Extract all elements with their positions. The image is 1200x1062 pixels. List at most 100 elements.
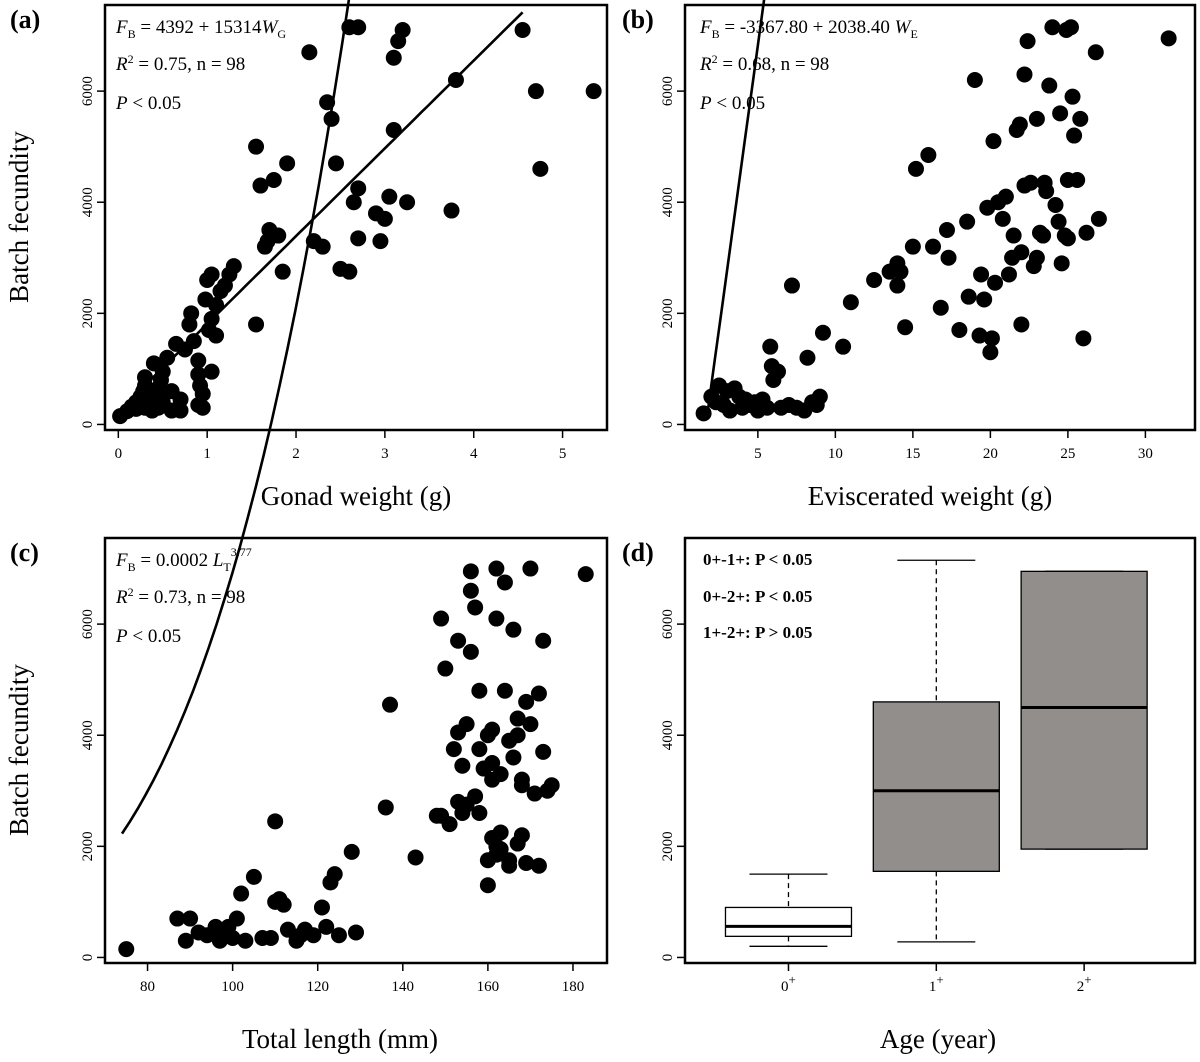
data-point bbox=[973, 266, 990, 283]
data-point bbox=[182, 910, 199, 927]
data-point bbox=[458, 716, 475, 733]
data-point bbox=[505, 621, 522, 638]
data-point bbox=[1011, 116, 1028, 133]
data-point bbox=[270, 227, 287, 244]
eq-c-body: = 0.0002 bbox=[136, 550, 213, 571]
iqr-box bbox=[1020, 570, 1148, 850]
x-tick-label: 100 bbox=[221, 979, 244, 995]
p-c-body: < 0.05 bbox=[128, 626, 181, 647]
data-point bbox=[488, 560, 505, 577]
data-point bbox=[443, 202, 460, 219]
data-point bbox=[163, 402, 180, 419]
data-point bbox=[496, 682, 513, 699]
data-point bbox=[407, 849, 424, 866]
panel-b-annotations: FB = -3367.80 + 2038.40 WE R2 = 0.68, n … bbox=[699, 17, 918, 114]
data-point bbox=[467, 599, 484, 616]
eq-c-exp: 3.77 bbox=[231, 545, 252, 559]
data-point bbox=[799, 349, 816, 366]
eq-b-body: = -3367.80 + 2038.40 bbox=[720, 17, 895, 38]
data-point bbox=[492, 766, 509, 783]
data-point bbox=[1075, 330, 1092, 347]
data-point bbox=[842, 294, 859, 311]
data-point bbox=[314, 238, 331, 255]
data-point bbox=[237, 932, 254, 949]
data-point bbox=[811, 388, 828, 405]
data-point bbox=[433, 610, 450, 627]
data-point bbox=[983, 330, 1000, 347]
data-point bbox=[889, 255, 906, 272]
data-point bbox=[982, 344, 999, 361]
data-point bbox=[522, 560, 539, 577]
data-point bbox=[835, 338, 852, 355]
data-point bbox=[509, 710, 526, 727]
data-point bbox=[505, 749, 522, 766]
data-point bbox=[462, 582, 479, 599]
panel-a-annotations: FB = 4392 + 15314WG R2 = 0.75, n = 98 P … bbox=[115, 17, 286, 114]
data-point bbox=[267, 813, 284, 830]
data-point bbox=[994, 210, 1011, 227]
data-point bbox=[496, 574, 513, 591]
data-point bbox=[938, 222, 955, 238]
data-point bbox=[313, 899, 330, 916]
panel-b-points bbox=[695, 19, 1177, 422]
data-point bbox=[985, 133, 1002, 150]
panel-a-frame bbox=[103, 3, 609, 432]
p-b-body: < 0.05 bbox=[712, 93, 765, 114]
panel-b: (b) Eviscerated weight (g) 5 10 15 20 25 30 0… bbox=[622, 0, 1197, 511]
data-point bbox=[987, 274, 1004, 291]
x-tick-label: 140 bbox=[392, 979, 415, 995]
data-point bbox=[208, 327, 225, 344]
panel-b-r2: R2 = 0.68, n = 98 bbox=[699, 52, 829, 75]
data-point bbox=[925, 238, 942, 255]
data-point bbox=[522, 716, 539, 733]
p-a-body: < 0.05 bbox=[128, 93, 181, 114]
data-point bbox=[248, 316, 265, 333]
data-point bbox=[1004, 249, 1021, 266]
data-point bbox=[467, 788, 484, 805]
y-tick-label: 4000 bbox=[660, 720, 676, 750]
panel-b-frame bbox=[683, 3, 1197, 432]
data-point bbox=[194, 385, 211, 402]
data-point bbox=[1078, 224, 1095, 241]
panel-d: (d) Age (year) 0+ 1+ 2+ 0 2000 4000 6000 0+-1… bbox=[622, 536, 1197, 1054]
x-tick-label: 10 bbox=[828, 446, 843, 462]
panel-d-test-0-2: 0+-2+: P < 0.05 bbox=[703, 587, 812, 606]
data-point bbox=[721, 402, 738, 419]
p-a-p: P bbox=[115, 93, 128, 114]
data-point bbox=[323, 110, 340, 127]
panel-b-equation: FB = -3367.80 + 2038.40 WE bbox=[699, 17, 918, 41]
panel-c-tag: (c) bbox=[10, 538, 39, 567]
panel-b-tag: (b) bbox=[622, 5, 654, 34]
regression-line bbox=[120, 0, 351, 835]
data-point bbox=[350, 19, 367, 36]
panel-a-points bbox=[112, 19, 602, 425]
data-point bbox=[208, 297, 225, 313]
r2-a-r: R bbox=[115, 54, 128, 75]
data-point bbox=[535, 632, 552, 649]
x-tick-label: 80 bbox=[140, 979, 155, 995]
r2-c-body: = 0.73, n = 98 bbox=[134, 587, 246, 608]
data-point bbox=[585, 83, 602, 100]
data-point bbox=[513, 827, 530, 844]
data-point bbox=[959, 213, 976, 230]
data-point bbox=[471, 682, 488, 699]
panel-b-pvalue: P < 0.05 bbox=[699, 93, 765, 114]
r2-a-body: = 0.75, n = 98 bbox=[134, 54, 246, 75]
data-point bbox=[770, 363, 787, 380]
data-point bbox=[1019, 33, 1036, 50]
x-tick-label: 5 bbox=[559, 446, 567, 462]
y-tick-label: 2000 bbox=[660, 298, 676, 328]
data-point bbox=[1066, 127, 1083, 144]
eq-c-fsub: B bbox=[128, 560, 136, 574]
y-tick-label: 6000 bbox=[660, 76, 676, 106]
data-point bbox=[783, 277, 800, 294]
data-point bbox=[1041, 77, 1058, 94]
data-point bbox=[1028, 249, 1045, 266]
x-tick-label: 15 bbox=[905, 446, 920, 462]
data-point bbox=[1044, 19, 1061, 36]
data-point bbox=[530, 857, 547, 874]
panel-b-y-axis: 0 2000 4000 6000 bbox=[660, 76, 685, 428]
data-point bbox=[1050, 213, 1067, 230]
data-point bbox=[1016, 66, 1033, 83]
